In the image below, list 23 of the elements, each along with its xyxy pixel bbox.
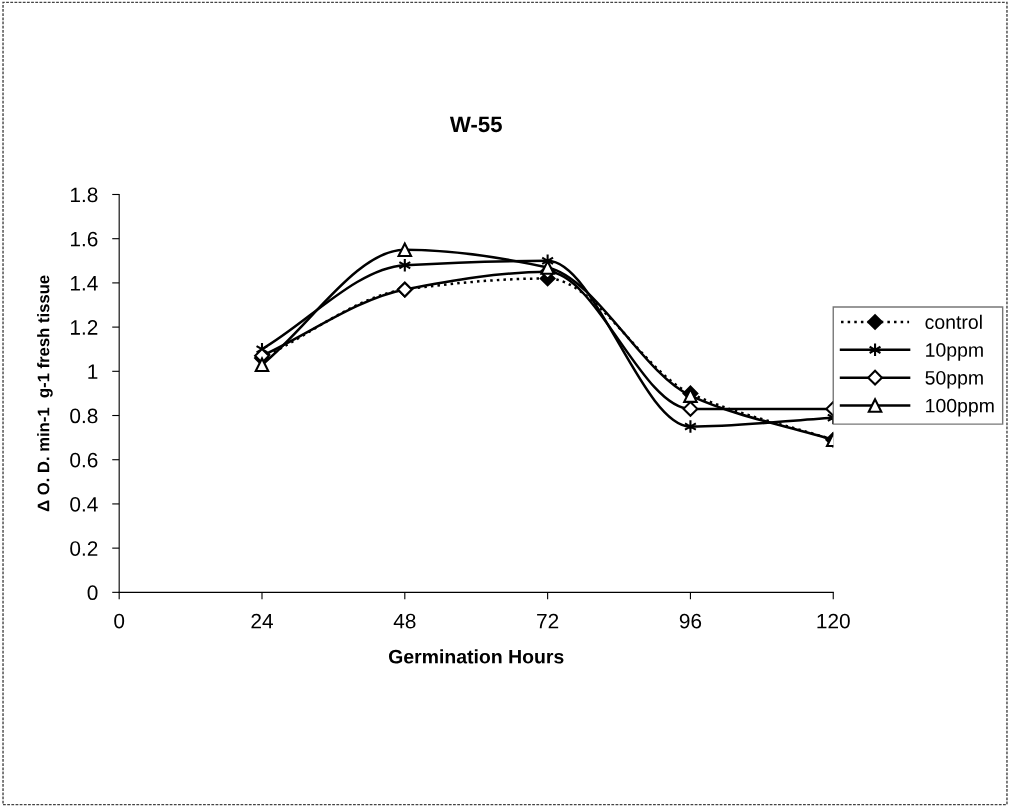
x-axis-title: Germination Hours: [388, 649, 564, 664]
y-tick-label: 1.4: [70, 276, 98, 291]
y-tick-label: 0.2: [70, 541, 98, 556]
y-tick-label: 0.6: [70, 452, 98, 468]
y-tick-label: 1.8: [70, 187, 98, 203]
x-tick-label: 120: [817, 613, 850, 629]
x-tick-label: 24: [251, 613, 273, 629]
y-tick-label: 1: [88, 364, 98, 379]
y-axis-title: Δ O. D. min-1 g-1 fresh tissue: [37, 275, 53, 512]
x-tick-label: 96: [679, 613, 702, 629]
y-tick-label: 0: [87, 585, 98, 601]
legend-label: 10ppm: [926, 343, 983, 361]
y-tick-label: 0.8: [70, 408, 98, 424]
legend-label: 100ppm: [926, 398, 994, 417]
y-tick-label: 1.6: [70, 231, 98, 247]
x-tick-label: 0: [114, 613, 125, 629]
x-tick-label: 72: [537, 613, 559, 629]
y-tick-label: 1.2: [70, 320, 98, 335]
y-tick-label: 0.4: [70, 496, 98, 512]
chart-title: W-55: [449, 116, 502, 133]
legend-label: 50ppm: [925, 370, 983, 389]
x-tick-label: 48: [393, 613, 416, 629]
legend-label: control: [925, 314, 982, 330]
